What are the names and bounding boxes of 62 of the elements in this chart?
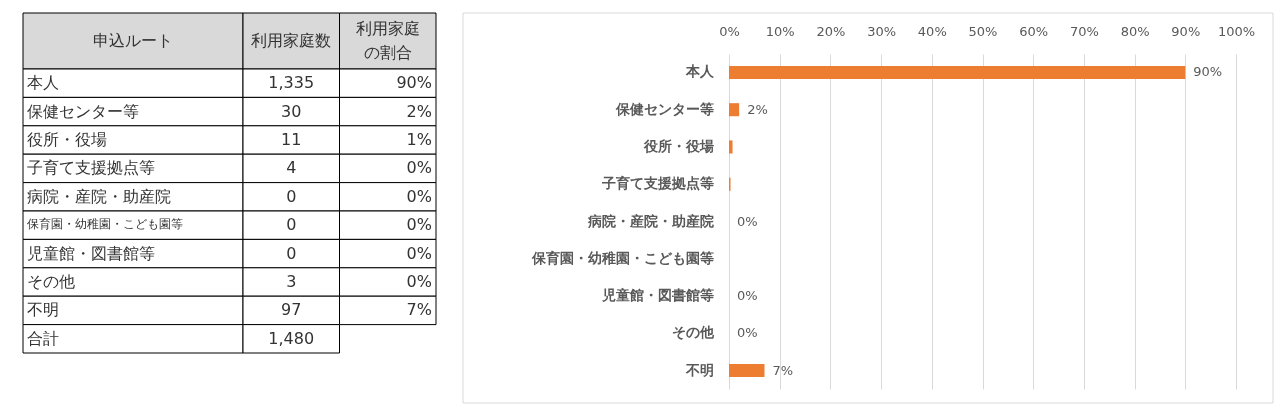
data-label: 0 [286, 186, 297, 206]
bar [729, 65, 1186, 79]
x-tick-label: 70% [1069, 23, 1099, 39]
x-tick-label: 20% [816, 23, 846, 39]
data-label: 2% [747, 101, 768, 117]
data-label: 30 [281, 101, 302, 121]
y-tick-label: その他 [671, 324, 715, 341]
y-tick-label: 合計 [27, 328, 59, 348]
data-label: 7% [406, 300, 432, 320]
y-tick-label: 子育て支援拠点等 [600, 175, 714, 192]
x-tick-label: 100% [1217, 23, 1256, 39]
y-tick-label: 病院・産院・助産院 [586, 212, 714, 229]
x-tick-label: 10% [765, 23, 795, 39]
y-tick-label: 役所・役場 [642, 137, 714, 154]
x-tick-label: 80% [1120, 23, 1150, 39]
y-tick-label: 保育園・幼稚園・こども園等 [27, 217, 183, 232]
y-tick-label: 不明 [684, 361, 714, 378]
data-label: 0% [406, 272, 432, 291]
x-tick-label: 利用家庭数 [251, 31, 332, 50]
y-tick-label: 子育て支援拠点等 [27, 158, 155, 178]
y-tick-label: 保育園・幼稚園・こども園等 [530, 249, 714, 266]
y-tick-label: 児童館・図書館等 [27, 243, 155, 263]
bar [729, 364, 765, 378]
data-label: 3 [286, 272, 297, 291]
data-label: 11 [281, 130, 302, 149]
x-tick-label: 0% [719, 23, 740, 39]
data-label: 90% [1193, 64, 1223, 80]
data-label: 0% [406, 215, 432, 235]
data-label: 97 [281, 300, 302, 320]
y-tick-label: その他 [27, 272, 75, 291]
data-label: 1,480 [268, 328, 315, 348]
data-label: 0% [406, 243, 432, 263]
x-tick-label: 60% [1019, 23, 1049, 39]
data-label: 2% [406, 101, 432, 121]
data-label: 0% [406, 158, 432, 178]
y-tick-label: 保健センター等 [614, 100, 714, 117]
x-tick-label: 利用家庭の割合 [355, 19, 420, 62]
data-label: 0% [737, 213, 758, 229]
y-tick-label: 児童館・図書館等 [600, 287, 714, 304]
data-label: 7% [772, 362, 794, 378]
x-tick-label: 30% [867, 23, 897, 39]
data-label: 1% [406, 130, 432, 149]
data-label: 90% [396, 73, 432, 93]
data-label: 0% [406, 186, 432, 206]
x-tick-label: 90% [1171, 23, 1201, 39]
y-tick-label: 病院・産院・助産院 [27, 186, 171, 206]
x-tick-label: 40% [917, 23, 947, 39]
x-tick-label: 50% [968, 23, 998, 39]
data-label: 4 [286, 158, 297, 178]
y-axis-title: 申込ルート [93, 31, 173, 50]
y-tick-label: 不明 [27, 300, 59, 320]
data-label: 0 [286, 243, 297, 263]
y-tick-label: 保健センター等 [27, 101, 139, 121]
data-label: 0% [737, 325, 758, 341]
bar [729, 103, 740, 117]
y-tick-label: 役所・役場 [27, 130, 107, 149]
data-label: 0% [737, 288, 758, 304]
y-tick-label: 本人 [27, 73, 59, 93]
y-tick-label: 本人 [684, 63, 715, 80]
data-label: 1,335 [268, 73, 315, 93]
data-label: 0 [286, 215, 297, 235]
bar [729, 140, 733, 154]
